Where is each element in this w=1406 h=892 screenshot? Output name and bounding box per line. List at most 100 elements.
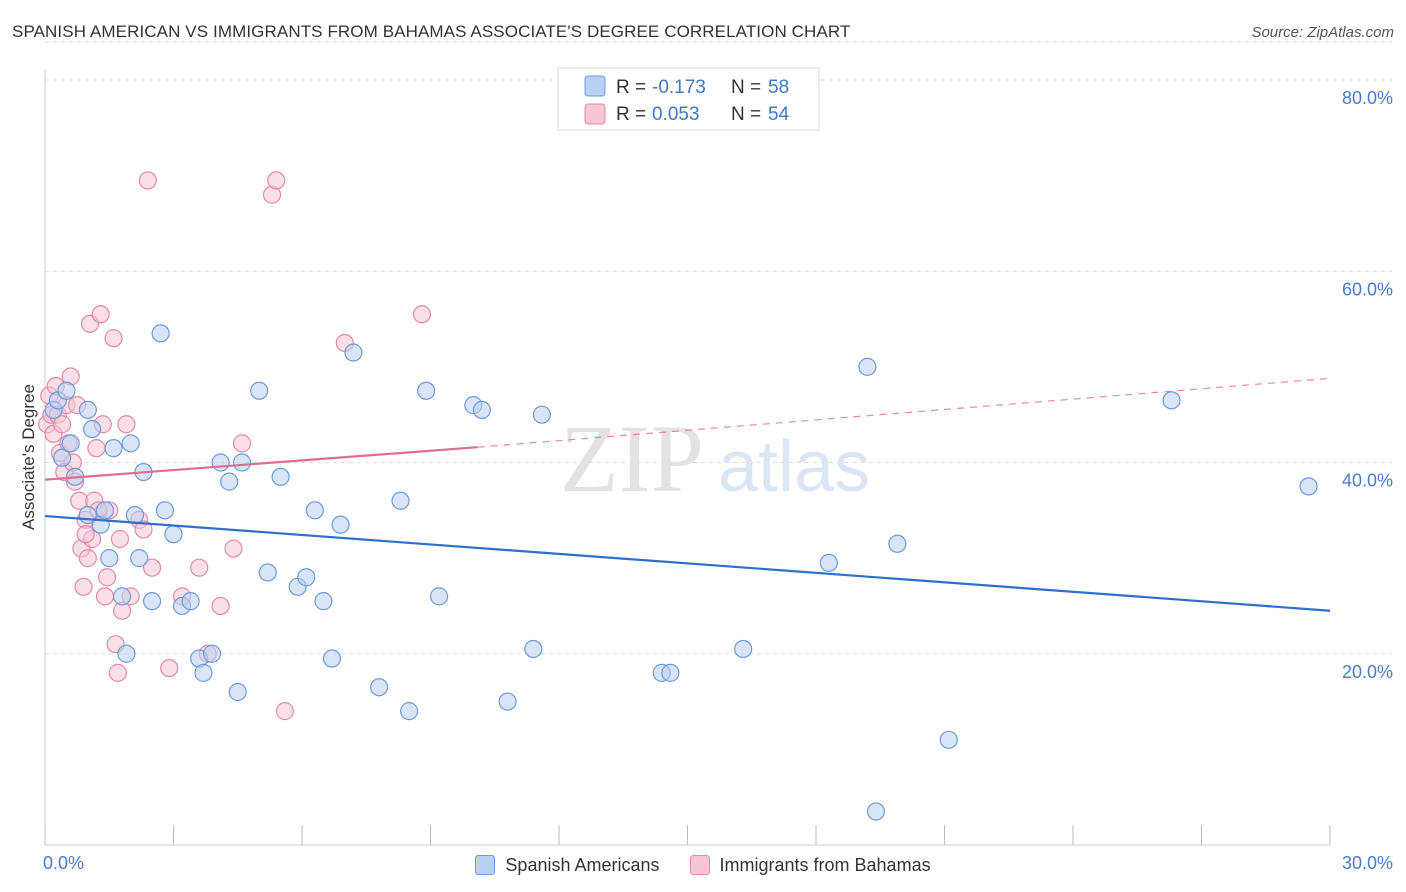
point-bahamas-32 <box>110 529 130 549</box>
point-spanish-32 <box>250 381 269 400</box>
point-bahamas-44 <box>224 539 243 558</box>
point-bahamas-17 <box>74 577 93 596</box>
point-spanish-56 <box>858 357 877 376</box>
point-spanish-10 <box>95 501 115 520</box>
legend-item-spanish: Spanish Americans <box>475 854 660 876</box>
point-spanish-11 <box>100 549 119 568</box>
series-points-bahamas <box>38 171 432 721</box>
point-spanish-29 <box>220 472 239 491</box>
point-spanish-43 <box>391 491 410 510</box>
point-spanish-8 <box>83 419 102 439</box>
point-spanish-50 <box>524 639 543 659</box>
legend-r-label-bahamas: R = <box>616 104 646 125</box>
legend-n-value-bahamas: 54 <box>768 104 790 125</box>
point-spanish-16 <box>125 505 145 525</box>
point-spanish-4 <box>61 434 80 453</box>
watermark-atlas: atlas <box>718 427 870 507</box>
point-bahamas-27 <box>98 568 117 587</box>
point-spanish-28 <box>211 453 230 472</box>
point-spanish-36 <box>297 568 316 587</box>
point-spanish-48 <box>472 400 491 420</box>
point-spanish-55 <box>819 553 838 573</box>
point-bahamas-37 <box>138 171 157 190</box>
point-spanish-59 <box>866 802 886 821</box>
point-spanish-51 <box>532 405 551 424</box>
point-bahamas-43 <box>211 596 230 616</box>
legend-top: R = -0.173 N = 58 R = 0.053 N = 54 <box>557 67 820 131</box>
legend-bottom-label-spanish: Spanish Americans <box>505 854 660 875</box>
x-tick-label-min: 0.0% <box>43 853 84 873</box>
watermark-zip: ZIP <box>560 405 704 512</box>
y-tick-label-80: 80.0% <box>1342 88 1393 108</box>
legend-n-label-bahamas: N = <box>731 104 761 125</box>
legend-r-value-spanish: -0.173 <box>652 77 706 98</box>
legend-bottom-label-bahamas: Immigrants from Bahamas <box>719 854 931 875</box>
point-spanish-45 <box>417 381 436 400</box>
trend-line-bahamas-solid <box>44 446 478 481</box>
point-bahamas-31 <box>108 663 127 682</box>
axes <box>44 70 1331 846</box>
point-spanish-61 <box>1299 477 1318 496</box>
point-bahamas-29 <box>104 329 123 348</box>
legend-r-value-bahamas: 0.053 <box>652 104 700 125</box>
x-tick-label-max: 30.0% <box>1342 853 1393 873</box>
point-bahamas-26 <box>95 587 115 606</box>
point-spanish-41 <box>344 343 363 362</box>
point-bahamas-24 <box>91 305 110 324</box>
point-spanish-33 <box>258 563 277 582</box>
point-bahamas-48 <box>275 702 294 721</box>
point-spanish-7 <box>78 400 97 420</box>
point-bahamas-50 <box>412 305 432 324</box>
point-spanish-37 <box>305 501 324 520</box>
point-bahamas-23 <box>87 439 106 458</box>
point-spanish-22 <box>164 525 183 544</box>
point-spanish-27 <box>202 644 222 663</box>
point-spanish-44 <box>399 702 419 721</box>
point-bahamas-41 <box>190 558 209 577</box>
point-spanish-54 <box>734 639 753 659</box>
point-spanish-31 <box>232 453 252 472</box>
watermark: ZIP atlas <box>560 405 870 512</box>
point-bahamas-38 <box>142 558 162 577</box>
y-tick-label-20: 20.0% <box>1342 662 1393 682</box>
point-spanish-49 <box>498 692 517 711</box>
y-tick-label-60: 60.0% <box>1342 279 1393 299</box>
tick-labels: 20.0% 40.0% 60.0% 80.0% 0.0% 30.0% <box>43 88 1393 873</box>
legend-swatch-bahamas <box>584 103 606 125</box>
y-axis-label: Associate's Degree <box>19 384 38 530</box>
series-points-spanish <box>44 324 1318 821</box>
point-spanish-42 <box>370 678 389 697</box>
legend-item-bahamas: Immigrants from Bahamas <box>689 854 931 876</box>
point-bahamas-47 <box>267 171 286 190</box>
point-spanish-15 <box>121 434 140 453</box>
point-bahamas-45 <box>232 434 252 453</box>
point-spanish-40 <box>331 515 350 534</box>
y-tick-label-40: 40.0% <box>1342 471 1393 491</box>
gridlines <box>45 41 1392 655</box>
trend-lines <box>44 377 1331 612</box>
legend-n-value-spanish: 58 <box>768 77 789 98</box>
legend-n-label-spanish: N = <box>731 77 761 98</box>
point-bahamas-34 <box>117 415 136 434</box>
legend-r-label-spanish: R = <box>616 77 646 98</box>
point-bahamas-39 <box>160 658 179 678</box>
point-spanish-14 <box>117 644 136 663</box>
point-spanish-24 <box>181 592 200 611</box>
point-spanish-46 <box>429 587 449 606</box>
point-spanish-21 <box>155 501 175 520</box>
point-spanish-26 <box>194 663 213 682</box>
point-spanish-12 <box>104 439 123 458</box>
trend-line-spanish <box>44 514 1331 612</box>
point-spanish-2 <box>53 448 72 467</box>
point-bahamas-53 <box>134 520 153 539</box>
point-bahamas-52 <box>76 525 95 544</box>
legend-bottom: Spanish Americans Immigrants from Bahama… <box>0 851 1406 879</box>
point-spanish-53 <box>661 663 680 682</box>
point-bahamas-19 <box>78 549 97 568</box>
point-spanish-19 <box>142 592 162 611</box>
point-spanish-60 <box>1162 391 1181 410</box>
point-spanish-3 <box>57 381 76 400</box>
source-credit: Source: ZipAtlas.com <box>1251 24 1394 41</box>
legend-swatch-spanish <box>584 75 606 97</box>
